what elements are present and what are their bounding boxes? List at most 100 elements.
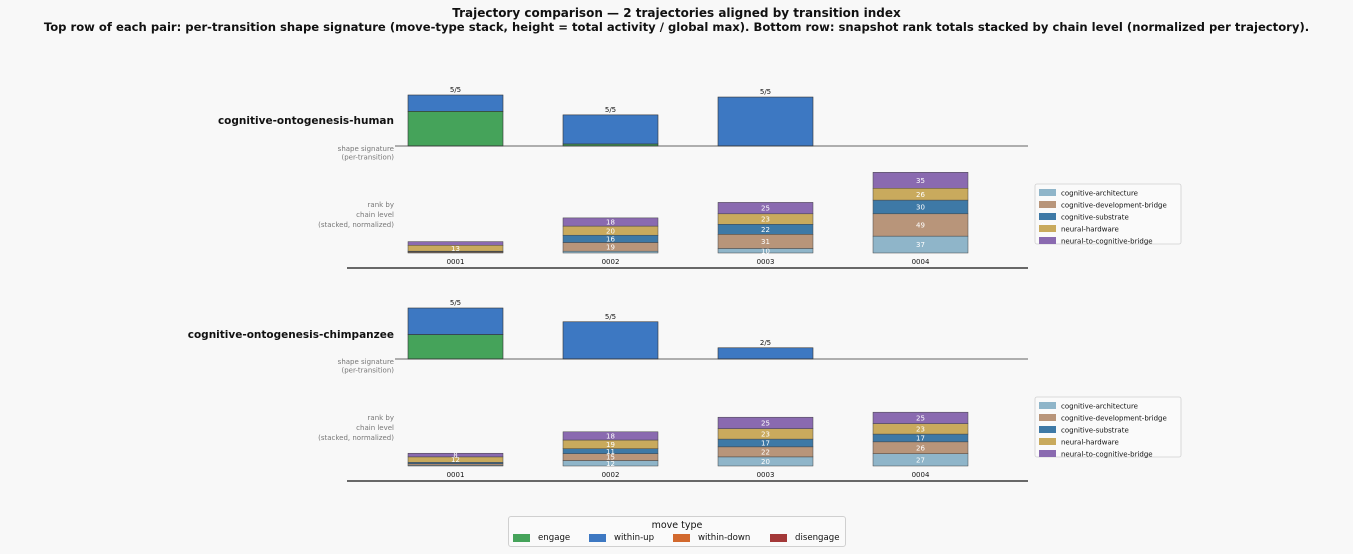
chain-legend-label-cognitive-architecture: cognitive-architecture [1061, 190, 1138, 198]
rank-bar-neural-to-cognitive-bridge-0002 [562, 431, 659, 441]
rank-value-label: 17 [916, 435, 925, 443]
legend-label-disengage: disengage [795, 533, 840, 543]
rank-value-label: 19 [606, 243, 615, 251]
chart-subtitle: Top row of each pair: per-transition sha… [43, 20, 1310, 34]
rank-value-label: 8 [453, 452, 457, 460]
rank-value-label: 26 [916, 444, 925, 452]
chain-legend-label-cognitive-substrate: cognitive-substrate [1061, 427, 1129, 435]
x-tick-label-0001: 0001 [447, 258, 465, 266]
signature-bar-within-up-0003 [717, 96, 814, 147]
x-tick-label-0004: 0004 [912, 258, 930, 266]
rank-bar-neural-to-cognitive-bridge-0003 [717, 416, 814, 429]
rank-label-chimpanzee: rank by [368, 414, 394, 422]
rank-label-human: (stacked, normalized) [318, 221, 394, 229]
rank-value-label: 20 [606, 227, 615, 235]
move-type-legend-title: move type [651, 520, 703, 531]
chain-legend-label-cognitive-development-bridge: cognitive-development-bridge [1061, 415, 1167, 423]
rank-label-human: chain level [356, 211, 394, 219]
rank-value-label: 22 [761, 448, 770, 456]
signature-count-label-0002: 5/5 [605, 313, 616, 321]
rank-value-label: 30 [916, 204, 925, 212]
rank-value-label: 37 [916, 241, 925, 249]
rank-bar-neural-to-cognitive-bridge-0003 [717, 202, 814, 215]
chain-legend-label-cognitive-substrate: cognitive-substrate [1061, 214, 1129, 222]
rank-value-label: 23 [761, 430, 770, 438]
chain-legend-swatch-neural-hardware [1039, 438, 1056, 445]
legend-item-within-down: within-down [673, 533, 750, 543]
rank-value-label: 17 [761, 440, 770, 448]
chart-title: Trajectory comparison — 2 trajectories a… [452, 6, 901, 20]
move-type-legend: move type engage within-up within-down d… [508, 516, 846, 547]
rank-value-label: 27 [916, 456, 925, 464]
x-tick-label-0001: 0001 [447, 471, 465, 479]
rank-label-human: rank by [368, 201, 394, 209]
shape-signature-label-human: (per-transition) [341, 154, 394, 162]
rank-bar-neural-to-cognitive-bridge-0004 [872, 172, 969, 189]
chain-legend-swatch-cognitive-development-bridge [1039, 201, 1056, 208]
rank-value-label: 23 [916, 425, 925, 433]
chain-legend-box-chimpanzee [1034, 396, 1182, 458]
chain-legend-swatch-cognitive-architecture [1039, 189, 1056, 196]
rank-label-chimpanzee: chain level [356, 424, 394, 432]
rank-value-label: 25 [916, 414, 925, 422]
rank-value-label: 12 [606, 460, 615, 468]
rank-value-label: 16 [606, 235, 615, 243]
rank-value-label: 12 [451, 456, 460, 464]
trajectory-title-chimpanzee: cognitive-ontogenesis-chimpanzee [188, 329, 394, 341]
rank-value-label: 35 [916, 177, 925, 185]
rank-value-label: 26 [916, 191, 925, 199]
signature-bar-within-up-0001 [407, 307, 504, 335]
shape-signature-label-chimpanzee: (per-transition) [341, 367, 394, 375]
legend-swatch-engage [513, 534, 530, 542]
signature-count-label-0003: 5/5 [760, 88, 771, 96]
signature-count-label-0001: 5/5 [450, 86, 461, 94]
rank-value-label: 13 [451, 245, 460, 253]
rank-value-label: 18 [606, 433, 615, 441]
chain-legend-label-neural-to-cognitive-bridge: neural-to-cognitive-bridge [1061, 451, 1153, 459]
rank-value-label: 25 [761, 205, 770, 213]
legend-swatch-disengage [770, 534, 787, 542]
legend-swatch-within-down [673, 534, 690, 542]
trajectory-title-human: cognitive-ontogenesis-human [218, 115, 394, 127]
signature-count-label-0003: 2/5 [760, 339, 771, 347]
x-tick-label-0003: 0003 [757, 471, 775, 479]
chain-legend-label-cognitive-development-bridge: cognitive-development-bridge [1061, 202, 1167, 210]
rank-value-label: 15 [606, 454, 615, 462]
signature-bar-within-up-0003 [717, 347, 814, 360]
rank-value-label: 31 [761, 238, 770, 246]
rank-value-label: 23 [761, 216, 770, 224]
chain-legend-swatch-cognitive-development-bridge [1039, 414, 1056, 421]
chain-legend-swatch-cognitive-substrate [1039, 213, 1056, 220]
rank-value-label: 25 [761, 420, 770, 428]
signature-bar-within-up-0002 [562, 321, 659, 360]
legend-swatch-within-up [589, 534, 606, 542]
signature-count-label-0002: 5/5 [605, 106, 616, 114]
rank-value-label: 20 [761, 458, 770, 466]
signature-bar-within-up-0001 [407, 94, 504, 112]
chain-legend-swatch-cognitive-substrate [1039, 426, 1056, 433]
chain-legend-swatch-neural-to-cognitive-bridge [1039, 450, 1056, 457]
signature-bar-engage-0001 [407, 334, 504, 360]
rank-value-label: 10 [761, 247, 770, 255]
rank-bar-neural-to-cognitive-bridge-0004 [872, 411, 969, 424]
legend-item-disengage: disengage [770, 533, 840, 543]
rank-bar-neural-to-cognitive-bridge-0001 [407, 241, 504, 246]
x-tick-label-0004: 0004 [912, 471, 930, 479]
signature-bar-within-up-0002 [562, 114, 659, 145]
signature-count-label-0001: 5/5 [450, 299, 461, 307]
x-tick-label-0003: 0003 [757, 258, 775, 266]
chain-legend-label-neural-to-cognitive-bridge: neural-to-cognitive-bridge [1061, 238, 1153, 246]
chain-legend-label-cognitive-architecture: cognitive-architecture [1061, 403, 1138, 411]
rank-value-label: 18 [606, 219, 615, 227]
rank-value-label: 22 [761, 226, 770, 234]
chain-legend-swatch-cognitive-architecture [1039, 402, 1056, 409]
chain-legend-box-human [1034, 183, 1182, 245]
signature-bar-engage-0001 [407, 111, 504, 147]
rank-value-label: 19 [606, 441, 615, 449]
rank-value-label: 11 [606, 448, 615, 456]
chain-legend-swatch-neural-to-cognitive-bridge [1039, 237, 1056, 244]
x-tick-label-0002: 0002 [602, 471, 620, 479]
shape-signature-label-chimpanzee: shape signature [338, 358, 394, 366]
legend-item-engage: engage [513, 533, 570, 543]
